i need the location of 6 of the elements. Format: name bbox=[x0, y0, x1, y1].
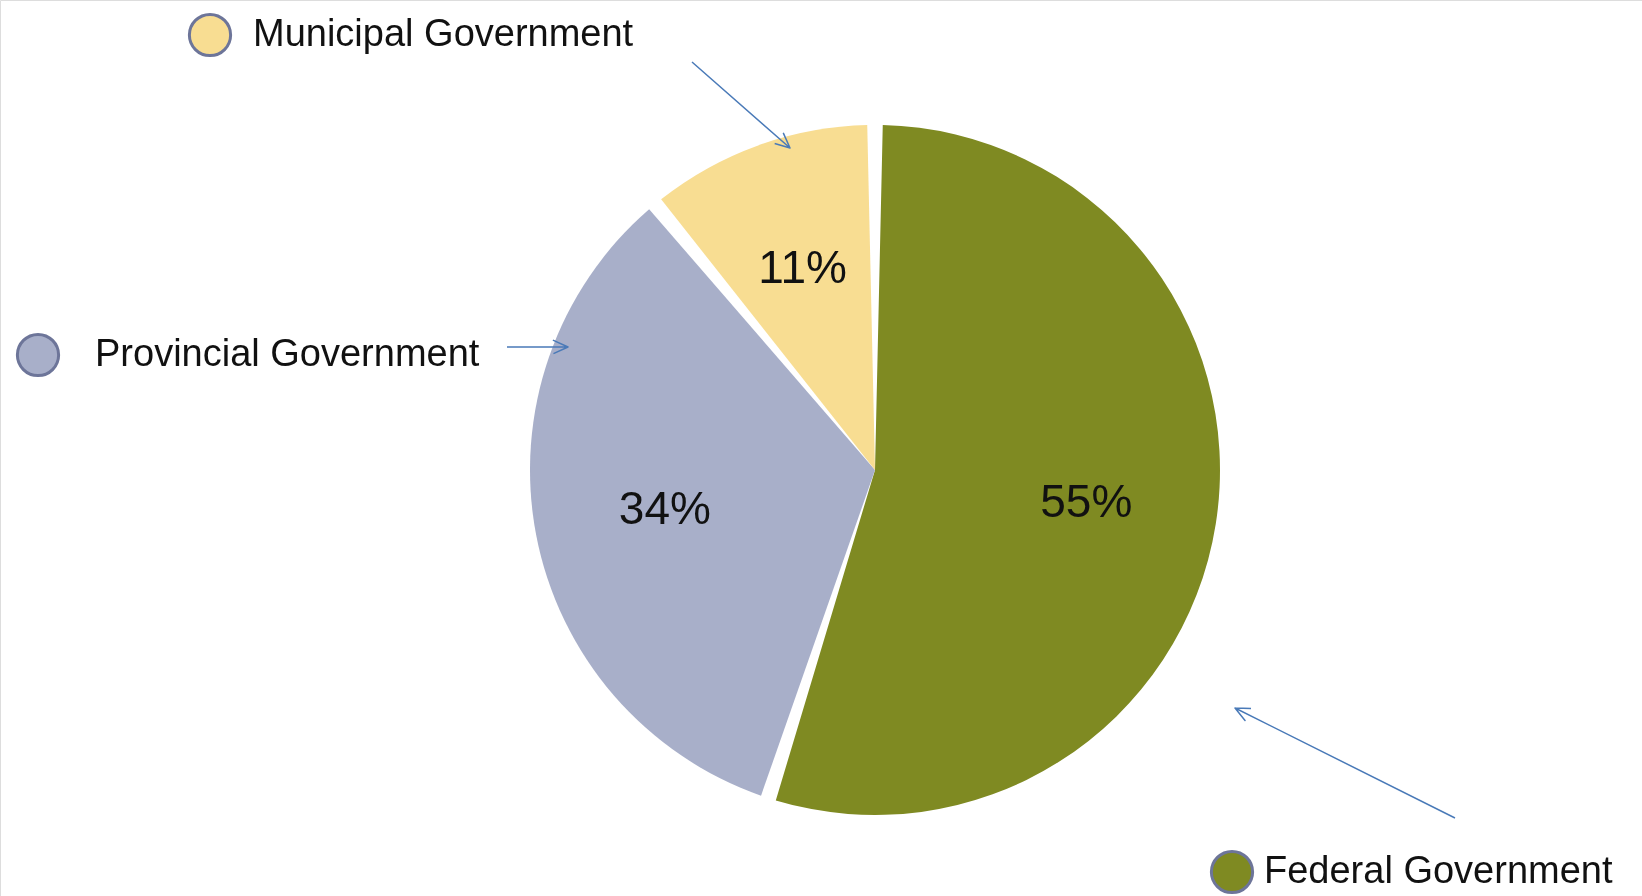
legend-label: Municipal Government bbox=[253, 12, 634, 54]
legend-label: Provincial Government bbox=[95, 332, 480, 374]
data-label: 11% bbox=[758, 240, 847, 293]
data-label: 55% bbox=[1040, 475, 1133, 528]
legend-label: Federal Government bbox=[1264, 849, 1613, 891]
data-label: 34% bbox=[618, 482, 711, 535]
